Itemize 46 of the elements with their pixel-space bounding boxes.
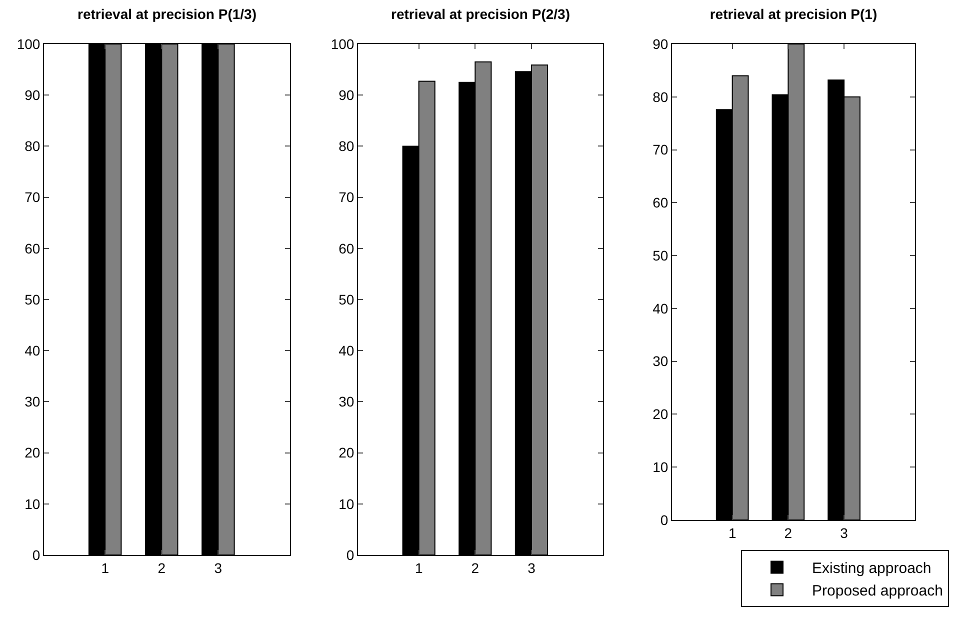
y-tick-label: 30 — [24, 394, 40, 410]
y-tick-label: 0 — [346, 546, 354, 563]
y-tick-label: 20 — [652, 406, 668, 422]
y-tick-label: 80 — [652, 88, 668, 105]
x-tick-label: 3 — [840, 524, 848, 541]
y-tick-label: 20 — [24, 444, 40, 461]
y-tick-label: 90 — [24, 87, 40, 103]
x-tick-label: 2 — [784, 524, 792, 541]
y-tick-label: 60 — [338, 240, 354, 256]
x-tick-label: 2 — [158, 560, 166, 576]
y-tick-label: 90 — [338, 87, 354, 103]
x-tick-label: 1 — [414, 560, 423, 576]
y-tick-label: 40 — [24, 342, 40, 358]
legend-label: Proposed approach — [812, 582, 943, 600]
y-tick-label: 10 — [24, 496, 40, 512]
y-tick-label: 30 — [338, 394, 354, 410]
y-tick-label: 70 — [24, 189, 40, 206]
y-tick-label: 50 — [338, 291, 354, 308]
y-tick-label: 80 — [24, 138, 40, 154]
y-tick-label: 30 — [652, 353, 668, 370]
y-tick-label: 60 — [652, 194, 668, 211]
y-tick-label: 0 — [660, 512, 668, 528]
y-tick-label: 80 — [338, 138, 354, 154]
y-tick-label: 50 — [24, 291, 40, 308]
y-tick-label: 0 — [32, 546, 40, 563]
x-tick-label: 2 — [471, 560, 480, 576]
y-tick-label: 10 — [652, 459, 668, 476]
chart-title: retrieval at precision P(1/3) — [78, 6, 256, 22]
legend-label: Existing approach — [812, 560, 932, 578]
chart-title: retrieval at precision P(2/3) — [391, 6, 570, 22]
y-tick-label: 10 — [338, 496, 354, 512]
y-tick-label: 40 — [338, 342, 354, 358]
y-tick-label: 20 — [338, 444, 354, 461]
y-tick-label: 100 — [16, 36, 40, 52]
chart-title: retrieval at precision P(1) — [710, 6, 878, 22]
x-tick-label: 1 — [728, 524, 736, 541]
x-tick-label: 1 — [101, 560, 110, 576]
y-tick-label: 70 — [652, 142, 668, 158]
y-tick-label: 60 — [24, 240, 40, 256]
y-tick-label: 50 — [652, 247, 668, 264]
y-tick-label: 90 — [652, 36, 668, 52]
y-tick-label: 70 — [338, 189, 354, 206]
y-tick-label: 40 — [652, 300, 668, 316]
x-tick-label: 3 — [528, 560, 536, 576]
y-tick-label: 100 — [330, 36, 354, 52]
x-tick-label: 3 — [214, 560, 222, 576]
